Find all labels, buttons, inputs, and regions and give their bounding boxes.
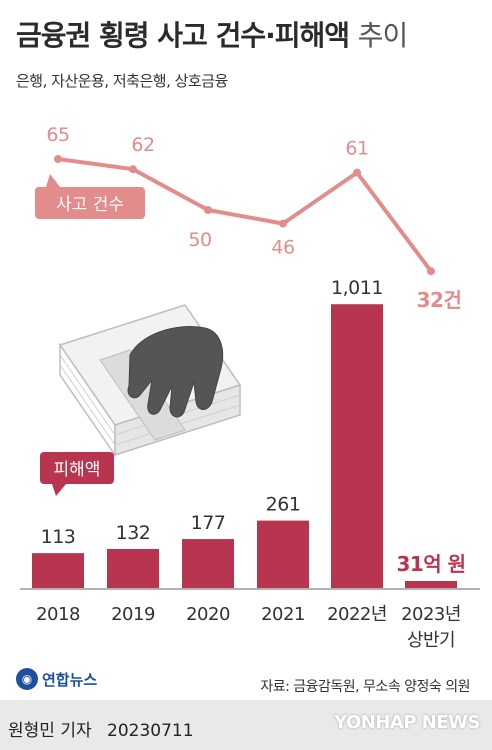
- line-point-1: [129, 165, 137, 174]
- line-series-label: 사고 건수: [35, 174, 145, 219]
- line-label-text: 사고 건수: [56, 195, 124, 215]
- logo-globe-icon: ◉: [16, 668, 38, 690]
- money-hand-illustration: [58, 304, 242, 458]
- source-note: 자료: 금융감독원, 무소속 양정숙 의원: [260, 679, 470, 695]
- line-series-path: [57, 157, 433, 273]
- subtitle: 은행, 자산운용, 저축은행, 상호금융: [16, 72, 228, 90]
- bar-series-label: 피해액: [40, 452, 114, 496]
- title-trend-text: 추이: [357, 19, 409, 52]
- bar-label-bubble: [40, 452, 114, 484]
- line-point-4: [353, 168, 361, 177]
- title-main-text: 금융권 횡령 사고 건수·피해액: [16, 19, 350, 52]
- line-value-label-3: 46: [271, 237, 294, 259]
- x-tick-label-4: 2022년: [327, 604, 387, 625]
- x-tick-label-2: 2020: [186, 604, 230, 625]
- chart: 113 132 177 261 1,011 31억 원 피해액 2018 2019 2020 202…: [20, 124, 480, 651]
- bar-label-pointer: [52, 484, 66, 496]
- bar-2: [182, 539, 234, 588]
- line-point-0: [54, 155, 62, 163]
- x-tick-label-1: 2019: [111, 604, 155, 625]
- line-value-label-2: 50: [188, 229, 211, 251]
- footer-band: [0, 700, 492, 750]
- byline: 원형민 기자 20230711: [8, 716, 194, 741]
- bar-value-label-3: 261: [266, 494, 301, 516]
- date: 20230711: [107, 721, 194, 741]
- bar-value-label-2: 177: [191, 512, 226, 534]
- bar-0: [32, 553, 84, 588]
- x-tick-label-0: 2018: [36, 604, 80, 625]
- author: 원형민 기자: [8, 721, 92, 741]
- line-label-bubble: [35, 187, 145, 219]
- x-tick-label-3: 2021: [261, 604, 305, 625]
- bar-4: [331, 304, 383, 588]
- bar-value-label-1: 132: [116, 522, 151, 544]
- line-value-label-5: 32건: [417, 288, 462, 312]
- x-tick-label-5: 2023년: [401, 604, 461, 625]
- bar-label-text: 피해액: [54, 460, 101, 480]
- line-point-5: [427, 267, 435, 276]
- bar-1: [107, 548, 159, 588]
- line-point-2: [204, 206, 212, 214]
- line-value-label-0: 65: [46, 124, 69, 146]
- line-label-pointer: [46, 174, 60, 187]
- bar-value-label-5: 31억 원: [396, 552, 465, 576]
- logo-text: 연합뉴스: [42, 670, 98, 689]
- line-value-label-4: 61: [345, 138, 368, 160]
- page-title: 금융권 횡령 사고 건수·피해액 추이: [16, 14, 409, 54]
- bar-value-label-0: 113: [41, 526, 76, 548]
- bar-5: [405, 581, 457, 588]
- x-tick-label-5-line2: 상반기: [407, 630, 455, 651]
- line-value-label-1: 62: [131, 134, 154, 156]
- bar-3: [257, 520, 309, 588]
- watermark: YONHAP NEWS: [334, 712, 480, 733]
- line-point-3: [279, 219, 287, 228]
- yonhap-logo: ◉ 연합뉴스: [16, 668, 97, 690]
- bar-value-label-4: 1,011: [331, 277, 383, 299]
